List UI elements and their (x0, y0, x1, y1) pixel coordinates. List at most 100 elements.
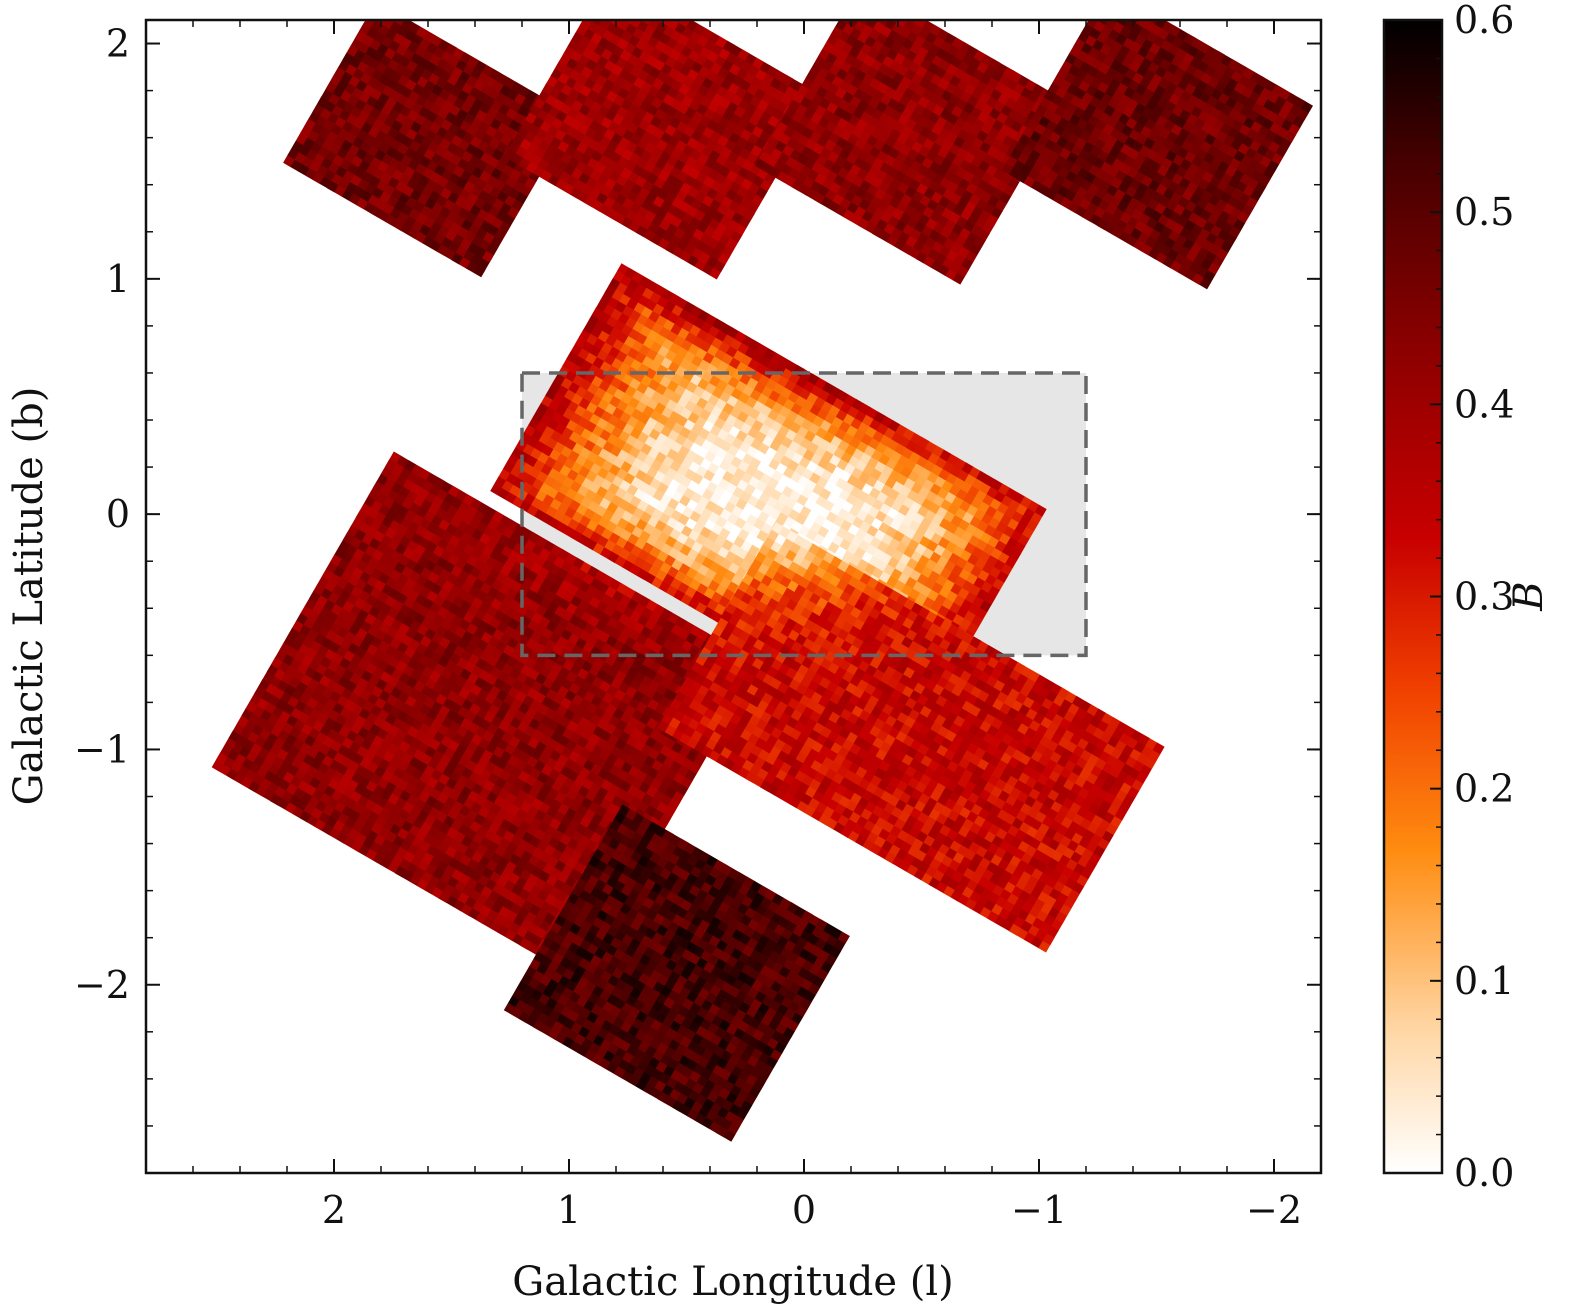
heatmap-cell (657, 2, 669, 14)
heatmap-cell (585, 352, 598, 365)
heatmap-cell (548, 174, 560, 187)
heatmap-cell (893, 3, 905, 15)
heatmap-cell (1050, 112, 1063, 125)
heatmap-cell (615, 8, 627, 20)
heatmap-cell (420, 68, 433, 81)
heatmap-cell (867, 0, 879, 10)
heatmap-cell (372, 1, 384, 13)
heatmap-cell (1147, 20, 1148, 21)
heatmap-cell (732, 124, 745, 137)
heatmap-cell (1166, 62, 1179, 75)
heatmap-cell (697, 152, 710, 165)
heatmap-cell (892, 208, 905, 221)
heatmap-cell (852, 0, 864, 2)
heatmap-cell (307, 130, 320, 143)
heatmap-cell (453, 165, 465, 178)
heatmap-cell (379, 5, 391, 17)
heatmap-cell (612, 0, 624, 8)
heatmap-cell (1014, 141, 1027, 153)
heatmap-cell (824, 139, 837, 152)
field-north-4 (1001, 0, 1313, 290)
heatmap-cell (886, 0, 898, 11)
heatmap-cell (865, 20, 878, 29)
heatmap-cell (648, 20, 661, 30)
heatmap-cell (859, 179, 872, 192)
field-north-1 (283, 1, 575, 278)
heatmap-cell (374, 20, 376, 21)
heatmap-cell (782, 144, 795, 157)
heatmap-cell (1131, 91, 1143, 104)
heatmap-cell (1231, 188, 1244, 201)
heatmap-cell (1009, 90, 1022, 103)
heatmap-cell (459, 51, 472, 64)
heatmap-cell (915, 20, 927, 29)
heatmap-cell (619, 186, 632, 199)
heatmap-cell (857, 20, 859, 21)
heatmap-cell (963, 220, 976, 233)
heatmap-cell (1102, 6, 1114, 18)
heatmap-cell (635, 0, 647, 2)
heatmap-cell (1086, 20, 1099, 29)
heatmap-cell (863, 5, 875, 17)
heatmap-cell (488, 205, 501, 218)
heatmap-cell (520, 184, 533, 197)
heatmap-cell (944, 33, 957, 45)
heatmap-cell (1114, 3, 1126, 15)
heatmap-cell (623, 0, 635, 5)
heatmap-cell (874, 2, 886, 14)
heatmap-cell (1082, 209, 1095, 222)
heatmap-cell (1095, 2, 1107, 14)
heatmap-cell (629, 20, 642, 28)
heatmap-cell (1166, 131, 1179, 144)
heatmap-cell (863, 54, 876, 67)
heatmap-cell (417, 193, 430, 206)
heatmap-cell (824, 71, 837, 84)
heatmap-cell (1125, 0, 1137, 12)
heatmap-cell (587, 89, 600, 102)
heatmap-cell (385, 28, 398, 41)
heatmap-cell (417, 125, 430, 138)
heatmap-cell (616, 0, 628, 1)
heatmap-cell (895, 219, 908, 232)
heatmap-cell (895, 151, 908, 164)
heatmap-cell (629, 84, 642, 97)
heatmap-cell (878, 0, 890, 7)
heatmap-cell (619, 0, 631, 12)
heatmap-cell (736, 136, 748, 149)
heatmap-cell (1111, 0, 1123, 3)
heatmap-cell (927, 180, 940, 193)
heatmap-cell (1205, 46, 1218, 59)
heatmap-cell (586, 157, 599, 170)
heatmap-cell (855, 1, 867, 13)
heatmap-cell (1118, 0, 1130, 7)
heatmap-cell (596, 6, 608, 18)
heatmap-cell (931, 123, 944, 136)
heatmap-cell (349, 56, 362, 69)
heatmap-cell (976, 61, 989, 74)
heatmap-cell (1097, 20, 1109, 26)
heatmap-cell (420, 136, 433, 149)
heatmap-cell (339, 158, 352, 171)
heatmap-cell (655, 157, 668, 170)
heatmap-cell (1154, 20, 1167, 29)
heatmap-cell (700, 96, 713, 109)
heatmap-cell (1106, 0, 1118, 11)
heatmap-cell (651, 214, 664, 227)
heatmap-cell (1279, 137, 1292, 150)
heatmap-cell (900, 8, 912, 20)
heatmap-cell (1198, 159, 1211, 172)
heatmap-cell (927, 248, 940, 261)
heatmap-cell (1133, 4, 1145, 16)
heatmap-cell (1301, 101, 1313, 114)
heatmap-cell (638, 1, 650, 13)
heatmap-cell (608, 3, 620, 15)
heatmap-cell (1085, 152, 1098, 165)
heatmap (211, 0, 1313, 1142)
heatmap-cell (589, 2, 601, 14)
heatmap-cell (848, 0, 860, 9)
heatmap-cell (1095, 51, 1108, 63)
heatmap-cell (631, 0, 643, 9)
heatmap-cell (1131, 22, 1144, 35)
heatmap-cell (642, 0, 654, 6)
heatmap-cell (624, 267, 637, 280)
